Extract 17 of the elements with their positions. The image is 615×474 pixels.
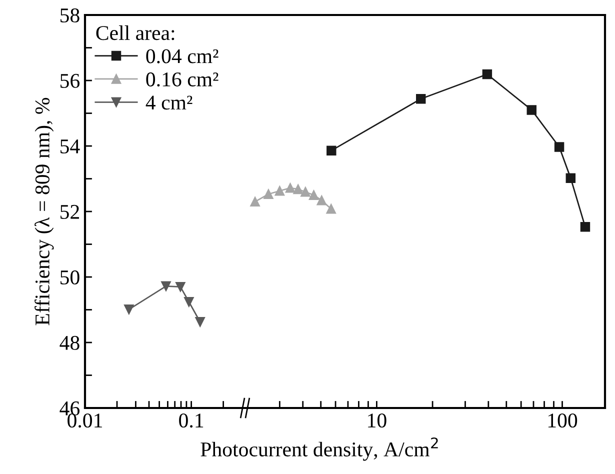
x-tick-label: 100 — [548, 413, 578, 428]
legend-title: Cell area: — [96, 25, 174, 40]
y-tick-label: 48 — [60, 336, 80, 350]
x-tick-label: 10 — [368, 413, 386, 428]
y-tick-label: 58 — [60, 8, 80, 22]
y-tick-label: 50 — [60, 270, 80, 284]
x-axis-title: Photocurrent density, A/cm$^{2}$ — [200, 437, 438, 461]
y-axis-title: Efficiency (λ = 809 nm), % — [34, 98, 54, 326]
y-tick-label: 52 — [60, 204, 79, 219]
y-tick-label: 56 — [60, 74, 80, 88]
y-tick-label: 46 — [60, 401, 80, 416]
y-tick-label: 54 — [60, 140, 80, 154]
legend-label: 0.04 cm² — [146, 49, 218, 64]
legend-label: 4 cm² — [146, 96, 192, 110]
x-tick-label: 0.1 — [179, 413, 204, 428]
x-tick-label: 0.01 — [68, 413, 102, 428]
legend-label: 0.16 cm² — [146, 72, 218, 87]
